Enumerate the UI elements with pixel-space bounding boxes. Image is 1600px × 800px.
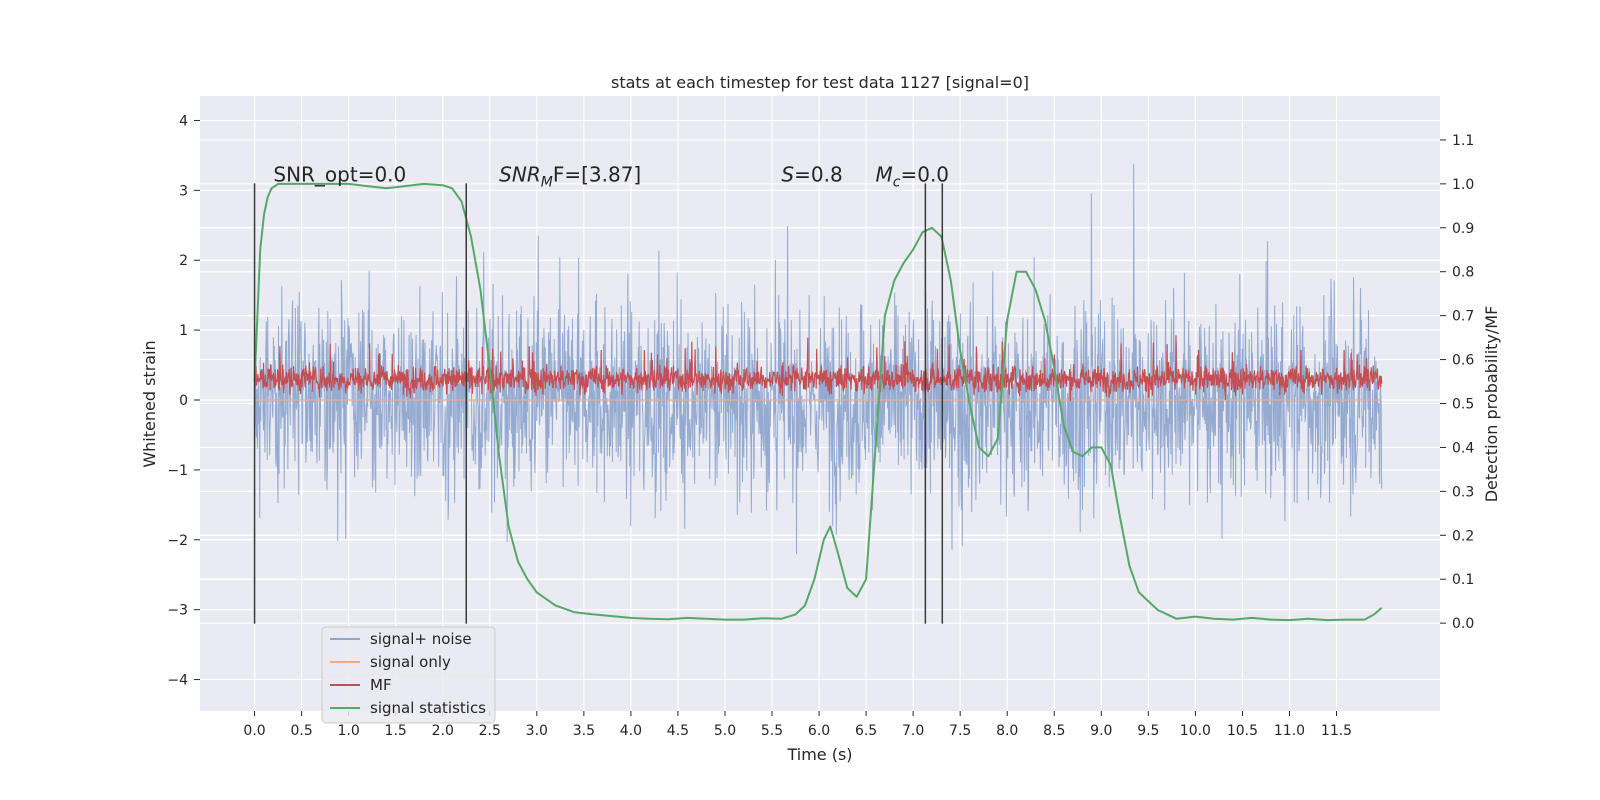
right-y-tick-label: 0.2 bbox=[1452, 528, 1474, 544]
legend-label-signal-noise: signal+ noise bbox=[370, 630, 472, 648]
x-tick-label: 1.5 bbox=[385, 723, 407, 739]
x-axis-title: Time (s) bbox=[786, 745, 852, 764]
signal-statistics-series bbox=[253, 182, 1383, 622]
annotation-snr-mf: SNRMF=[3.87] bbox=[499, 162, 641, 190]
signal-noise-line bbox=[254, 163, 1383, 555]
left-y-tick-label: 1 bbox=[179, 323, 188, 339]
x-tick-label: 1.0 bbox=[338, 723, 360, 739]
x-tick-label: 10.5 bbox=[1227, 723, 1258, 739]
signal-statistics-line bbox=[253, 182, 1383, 622]
x-axis-ticks: 0.0 0.5 1.0 1.5 2.0 2.5 3.0 3.5 4.0 4.5 5.0 5.5 6.0 6… bbox=[243, 711, 1352, 739]
legend-label-mf: MF bbox=[370, 676, 392, 694]
x-tick-label: 3.0 bbox=[526, 723, 548, 739]
left-y-tick-label: −4 bbox=[167, 673, 188, 689]
annotation-mc-subscript: c bbox=[893, 174, 901, 190]
legend: signal+ noise signal only MF signal stat… bbox=[321, 626, 496, 724]
legend-label-signal-only: signal only bbox=[370, 653, 451, 671]
signal-noise-series bbox=[254, 163, 1383, 555]
annotation-mc-symbol: M bbox=[876, 162, 893, 186]
x-tick-label: 11.0 bbox=[1274, 723, 1305, 739]
x-tick-label: 7.5 bbox=[949, 723, 971, 739]
x-tick-label: 3.5 bbox=[573, 723, 595, 739]
annotation-snr-mf-symbol: SNR bbox=[499, 162, 541, 186]
annotation-snr-mf-subscript: M bbox=[541, 174, 553, 190]
mf-series bbox=[254, 335, 1383, 402]
annotation-snr-opt: SNR_opt=0.0 bbox=[273, 162, 406, 186]
right-y-tick-label: 0.9 bbox=[1452, 221, 1474, 237]
right-y-tick-label: 1.0 bbox=[1452, 177, 1474, 193]
right-y-tick-label: 0.1 bbox=[1452, 572, 1474, 588]
left-y-axis-title: Whitened strain bbox=[140, 340, 159, 467]
right-y-tick-label: 0.8 bbox=[1452, 265, 1474, 281]
right-y-tick-label: 0.3 bbox=[1452, 484, 1474, 500]
chart-title: stats at each timestep for test data 112… bbox=[611, 73, 1029, 92]
left-y-tick-label: 0 bbox=[179, 393, 188, 409]
x-tick-label: 5.5 bbox=[761, 723, 783, 739]
right-y-tick-label: 1.1 bbox=[1452, 133, 1474, 149]
left-y-tick-label: 2 bbox=[179, 253, 188, 269]
right-y-axis-ticks: 0.0 0.1 0.2 0.3 0.4 0.5 0.6 0.7 0.8 0.9 1.0 1.1 bbox=[1440, 133, 1474, 632]
left-y-tick-label: 3 bbox=[179, 183, 188, 199]
x-tick-label: 6.0 bbox=[808, 723, 830, 739]
x-tick-label: 9.0 bbox=[1090, 723, 1112, 739]
legend-frame bbox=[321, 626, 496, 724]
x-tick-label: 6.5 bbox=[855, 723, 877, 739]
left-y-axis-ticks: −4 −3 −2 −1 0 1 2 3 4 bbox=[167, 113, 200, 689]
x-tick-label: 11.5 bbox=[1321, 723, 1352, 739]
mf-line bbox=[254, 335, 1383, 402]
left-y-tick-label: 4 bbox=[179, 113, 188, 129]
legend-label-signal-statistics: signal statistics bbox=[370, 699, 486, 717]
vertical-markers bbox=[253, 183, 944, 624]
x-tick-label: 8.0 bbox=[996, 723, 1018, 739]
x-tick-label: 9.5 bbox=[1137, 723, 1159, 739]
x-tick-label: 7.0 bbox=[902, 723, 924, 739]
x-tick-label: 10.0 bbox=[1180, 723, 1211, 739]
left-y-tick-label: −3 bbox=[167, 603, 188, 619]
x-tick-label: 5.0 bbox=[714, 723, 736, 739]
x-tick-label: 4.0 bbox=[620, 723, 642, 739]
right-y-axis-title: Detection probability/MF bbox=[1482, 306, 1501, 503]
x-tick-label: 4.5 bbox=[667, 723, 689, 739]
left-y-tick-label: −1 bbox=[167, 463, 188, 479]
right-y-tick-label: 0.6 bbox=[1452, 353, 1474, 369]
right-y-tick-label: 0.7 bbox=[1452, 309, 1474, 325]
right-y-tick-label: 0.0 bbox=[1452, 616, 1474, 632]
annotation-s-value: =0.8 bbox=[794, 162, 843, 186]
left-y-tick-label: −2 bbox=[167, 533, 188, 549]
annotation-s-symbol: S bbox=[781, 162, 794, 186]
annotations: SNR_opt=0.0 SNRMF=[3.87] S=0.8 Mc=0.0 bbox=[273, 162, 949, 190]
annotation-mc-value: =0.0 bbox=[900, 162, 949, 186]
right-y-tick-label: 0.5 bbox=[1452, 397, 1474, 413]
x-tick-label: 2.5 bbox=[479, 723, 501, 739]
x-tick-label: 0.0 bbox=[243, 723, 265, 739]
right-y-tick-label: 0.4 bbox=[1452, 440, 1474, 456]
x-tick-label: 0.5 bbox=[290, 723, 312, 739]
x-tick-label: 8.5 bbox=[1043, 723, 1065, 739]
annotation-snr-mf-value: F=[3.87] bbox=[553, 162, 641, 186]
annotation-s: S=0.8 bbox=[781, 162, 842, 186]
x-tick-label: 2.0 bbox=[432, 723, 454, 739]
annotation-mc: Mc=0.0 bbox=[876, 162, 950, 190]
